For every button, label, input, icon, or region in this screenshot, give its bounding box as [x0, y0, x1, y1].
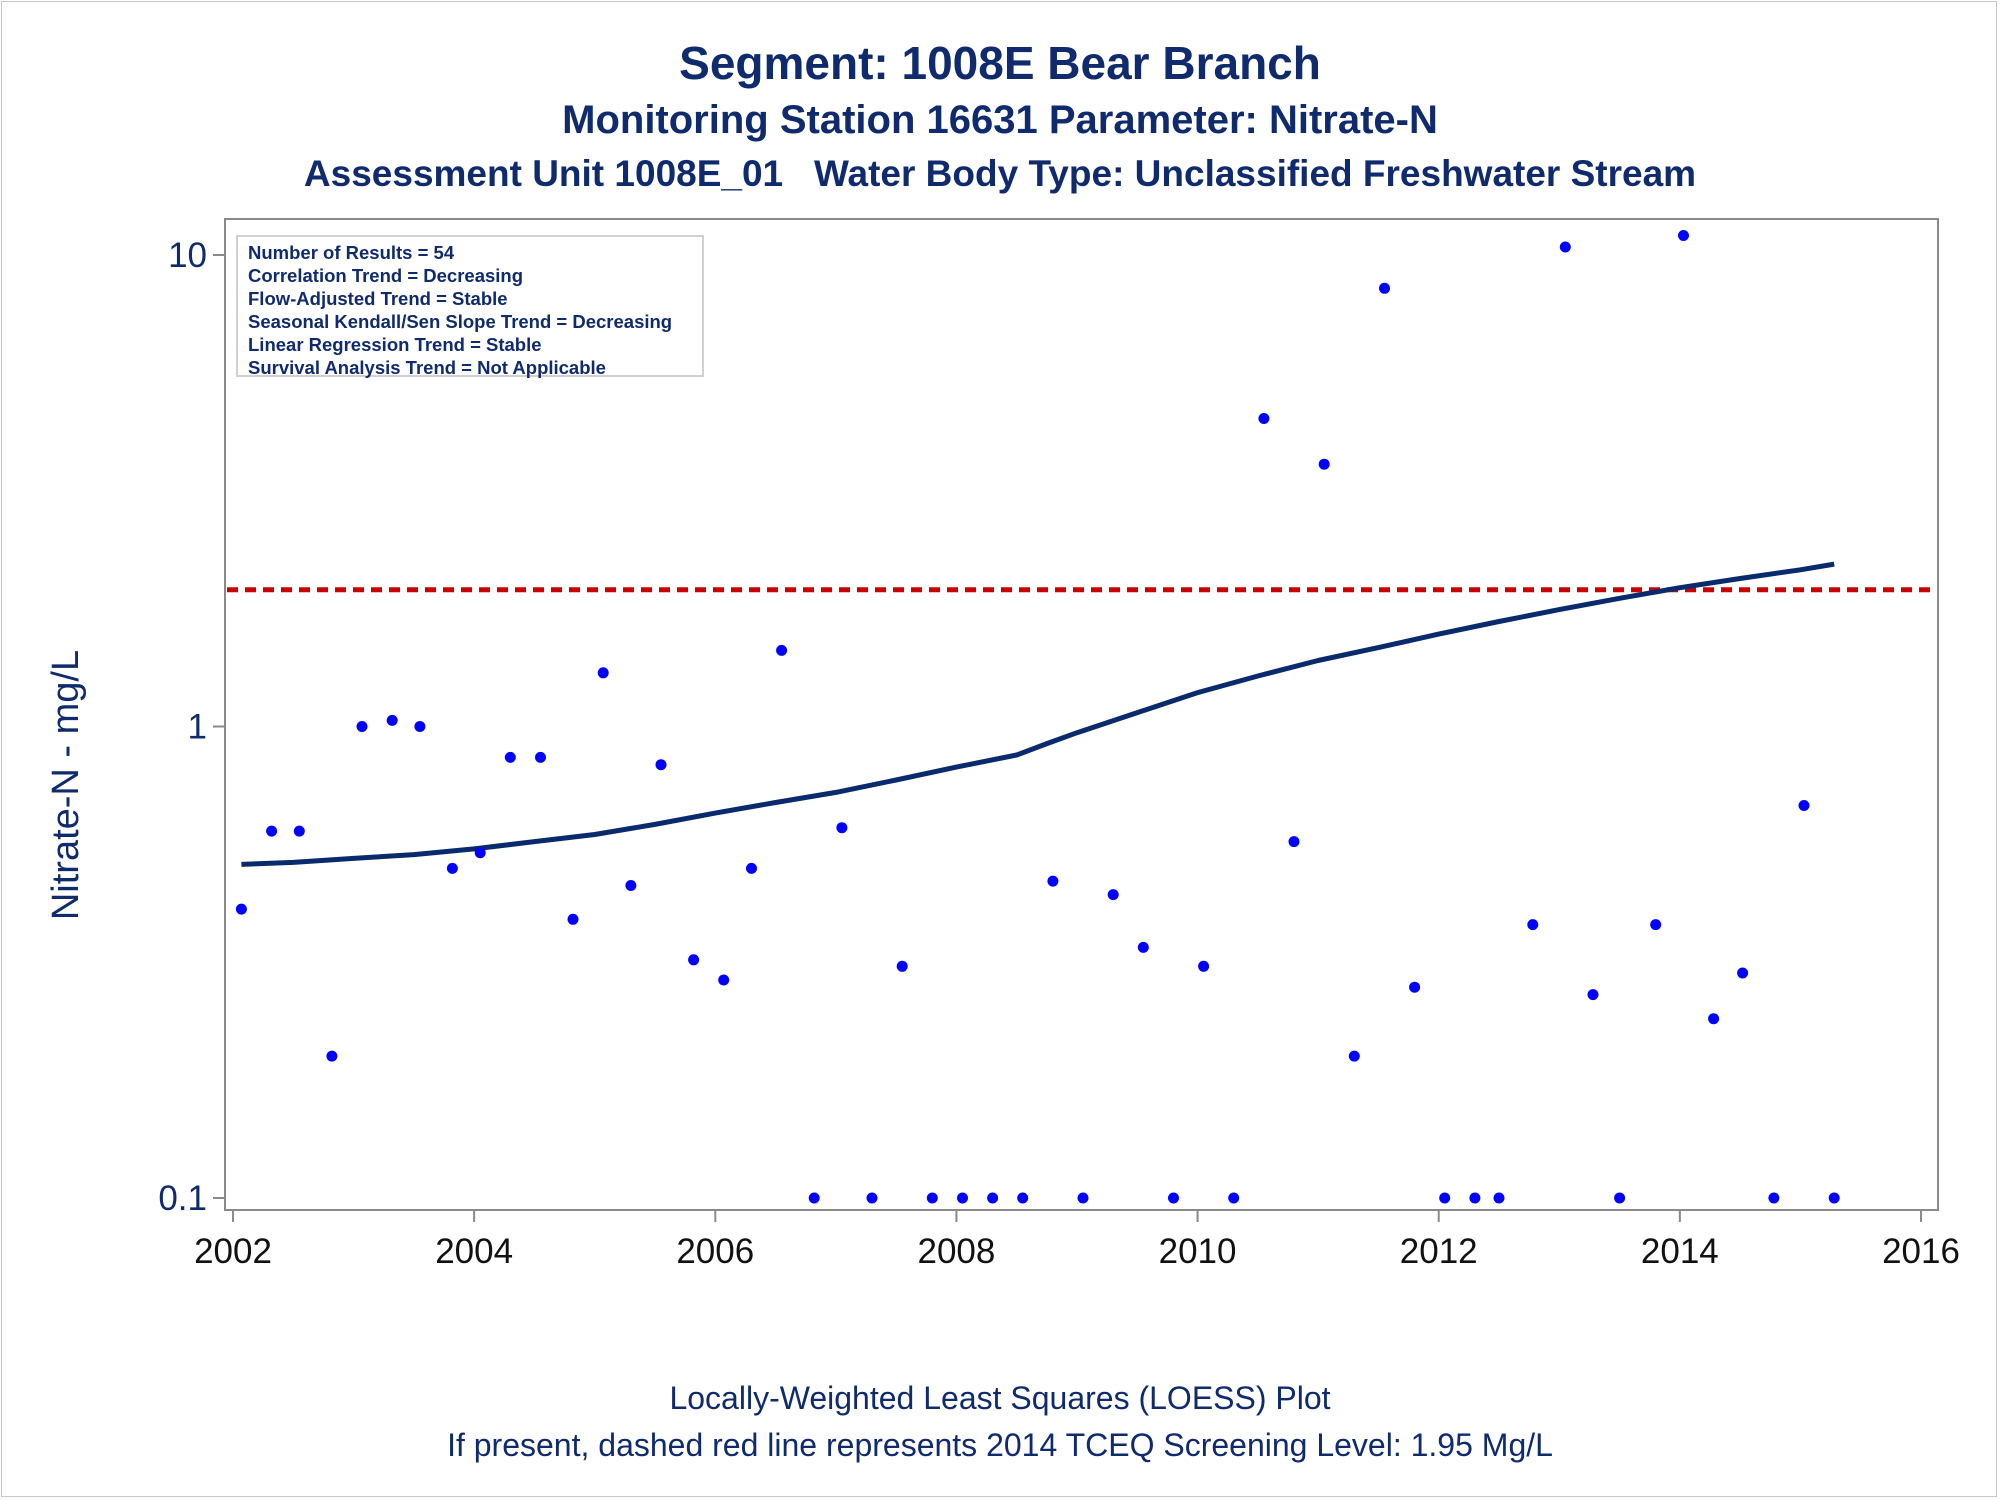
- data-point: [1137, 941, 1149, 953]
- data-point: [293, 825, 305, 837]
- data-point: [1737, 967, 1749, 979]
- data-point: [356, 721, 368, 732]
- footnote-loess: Locally-Weighted Least Squares (LOESS) P…: [669, 1380, 1331, 1416]
- data-point: [1348, 1050, 1360, 1062]
- data-point: [1168, 1192, 1179, 1204]
- x-tick-label: 2008: [917, 1232, 995, 1271]
- data-point: [1017, 1192, 1029, 1204]
- data-point: [688, 954, 700, 966]
- x-tick-label: 2006: [676, 1232, 754, 1271]
- data-point: [567, 913, 579, 925]
- data-point: [266, 825, 278, 837]
- data-point: [1798, 800, 1810, 811]
- data-point: [504, 751, 516, 763]
- data-point: [386, 714, 398, 726]
- data-point: [1587, 989, 1599, 1001]
- chart-subtitle: Monitoring Station 16631 Parameter: Nitr…: [562, 98, 1438, 142]
- data-point: [235, 903, 247, 915]
- data-point: [1318, 458, 1330, 470]
- data-point: [1379, 282, 1390, 294]
- data-point: [446, 862, 458, 874]
- data-point: [625, 880, 637, 891]
- trend-stat-line: Flow-Adjusted Trend = Stable: [248, 288, 508, 309]
- data-point: [1469, 1192, 1481, 1204]
- data-point: [414, 721, 426, 732]
- chart-title: Segment: 1008E Bear Branch: [679, 37, 1321, 89]
- trend-stat-line: Number of Results = 54: [248, 242, 455, 263]
- data-point: [1678, 230, 1689, 241]
- data-point: [1614, 1192, 1626, 1204]
- data-point: [836, 822, 848, 834]
- data-point: [987, 1192, 999, 1204]
- data-point: [896, 960, 908, 972]
- x-tick-label: 2002: [194, 1232, 272, 1271]
- trend-stat-line: Linear Regression Trend = Stable: [248, 334, 542, 355]
- data-point: [1077, 1192, 1089, 1204]
- data-point: [808, 1192, 820, 1204]
- x-tick-label: 2014: [1641, 1232, 1719, 1271]
- data-point: [535, 751, 546, 763]
- loess-curve: [241, 561, 1835, 867]
- data-point: [926, 1192, 938, 1204]
- data-point: [1288, 836, 1300, 848]
- trend-stat-line: Survival Analysis Trend = Not Applicable: [248, 357, 606, 378]
- data-point: [1047, 875, 1059, 887]
- x-tick-label: 2010: [1159, 1232, 1237, 1271]
- data-point: [1828, 1192, 1840, 1204]
- data-point: [776, 644, 788, 656]
- plot-area: [224, 218, 1939, 1211]
- data-point: [1439, 1192, 1451, 1204]
- data-point: [1107, 889, 1119, 901]
- y-tick-label: 0.1: [158, 1179, 207, 1218]
- data-point: [326, 1050, 338, 1062]
- data-point: [1559, 241, 1571, 253]
- data-point: [1409, 981, 1421, 993]
- x-tick-label: 2016: [1882, 1232, 1960, 1271]
- data-point: [1650, 919, 1662, 931]
- data-point: [1198, 960, 1210, 972]
- data-point: [718, 974, 730, 986]
- data-point: [1228, 1192, 1240, 1204]
- y-tick-label: 1: [188, 708, 207, 747]
- trend-stat-line: Seasonal Kendall/Sen Slope Trend = Decre…: [248, 311, 673, 332]
- data-point: [474, 847, 486, 859]
- x-tick-label: 2012: [1400, 1232, 1478, 1271]
- x-tick-label: 2004: [435, 1232, 513, 1271]
- data-point: [597, 667, 609, 679]
- data-point: [1527, 919, 1539, 931]
- data-point: [1493, 1192, 1505, 1204]
- footnote-screening-level: If present, dashed red line represents 2…: [447, 1427, 1553, 1463]
- data-point: [1258, 413, 1270, 424]
- y-tick-label: 10: [168, 236, 207, 275]
- data-point: [1708, 1013, 1720, 1025]
- chart-subtitle-2: Assessment Unit 1008E_01 Water Body Type…: [303, 153, 1697, 194]
- trend-stats-box: Number of Results = 54 Correlation Trend …: [236, 235, 704, 378]
- y-axis-label: Nitrate-N - mg/L: [45, 650, 87, 920]
- data-point: [866, 1192, 878, 1204]
- data-point: [957, 1192, 968, 1204]
- data-point: [1768, 1192, 1780, 1204]
- data-point: [655, 759, 667, 771]
- trend-stat-line: Correlation Trend = Decreasing: [248, 265, 524, 286]
- data-point: [746, 862, 757, 874]
